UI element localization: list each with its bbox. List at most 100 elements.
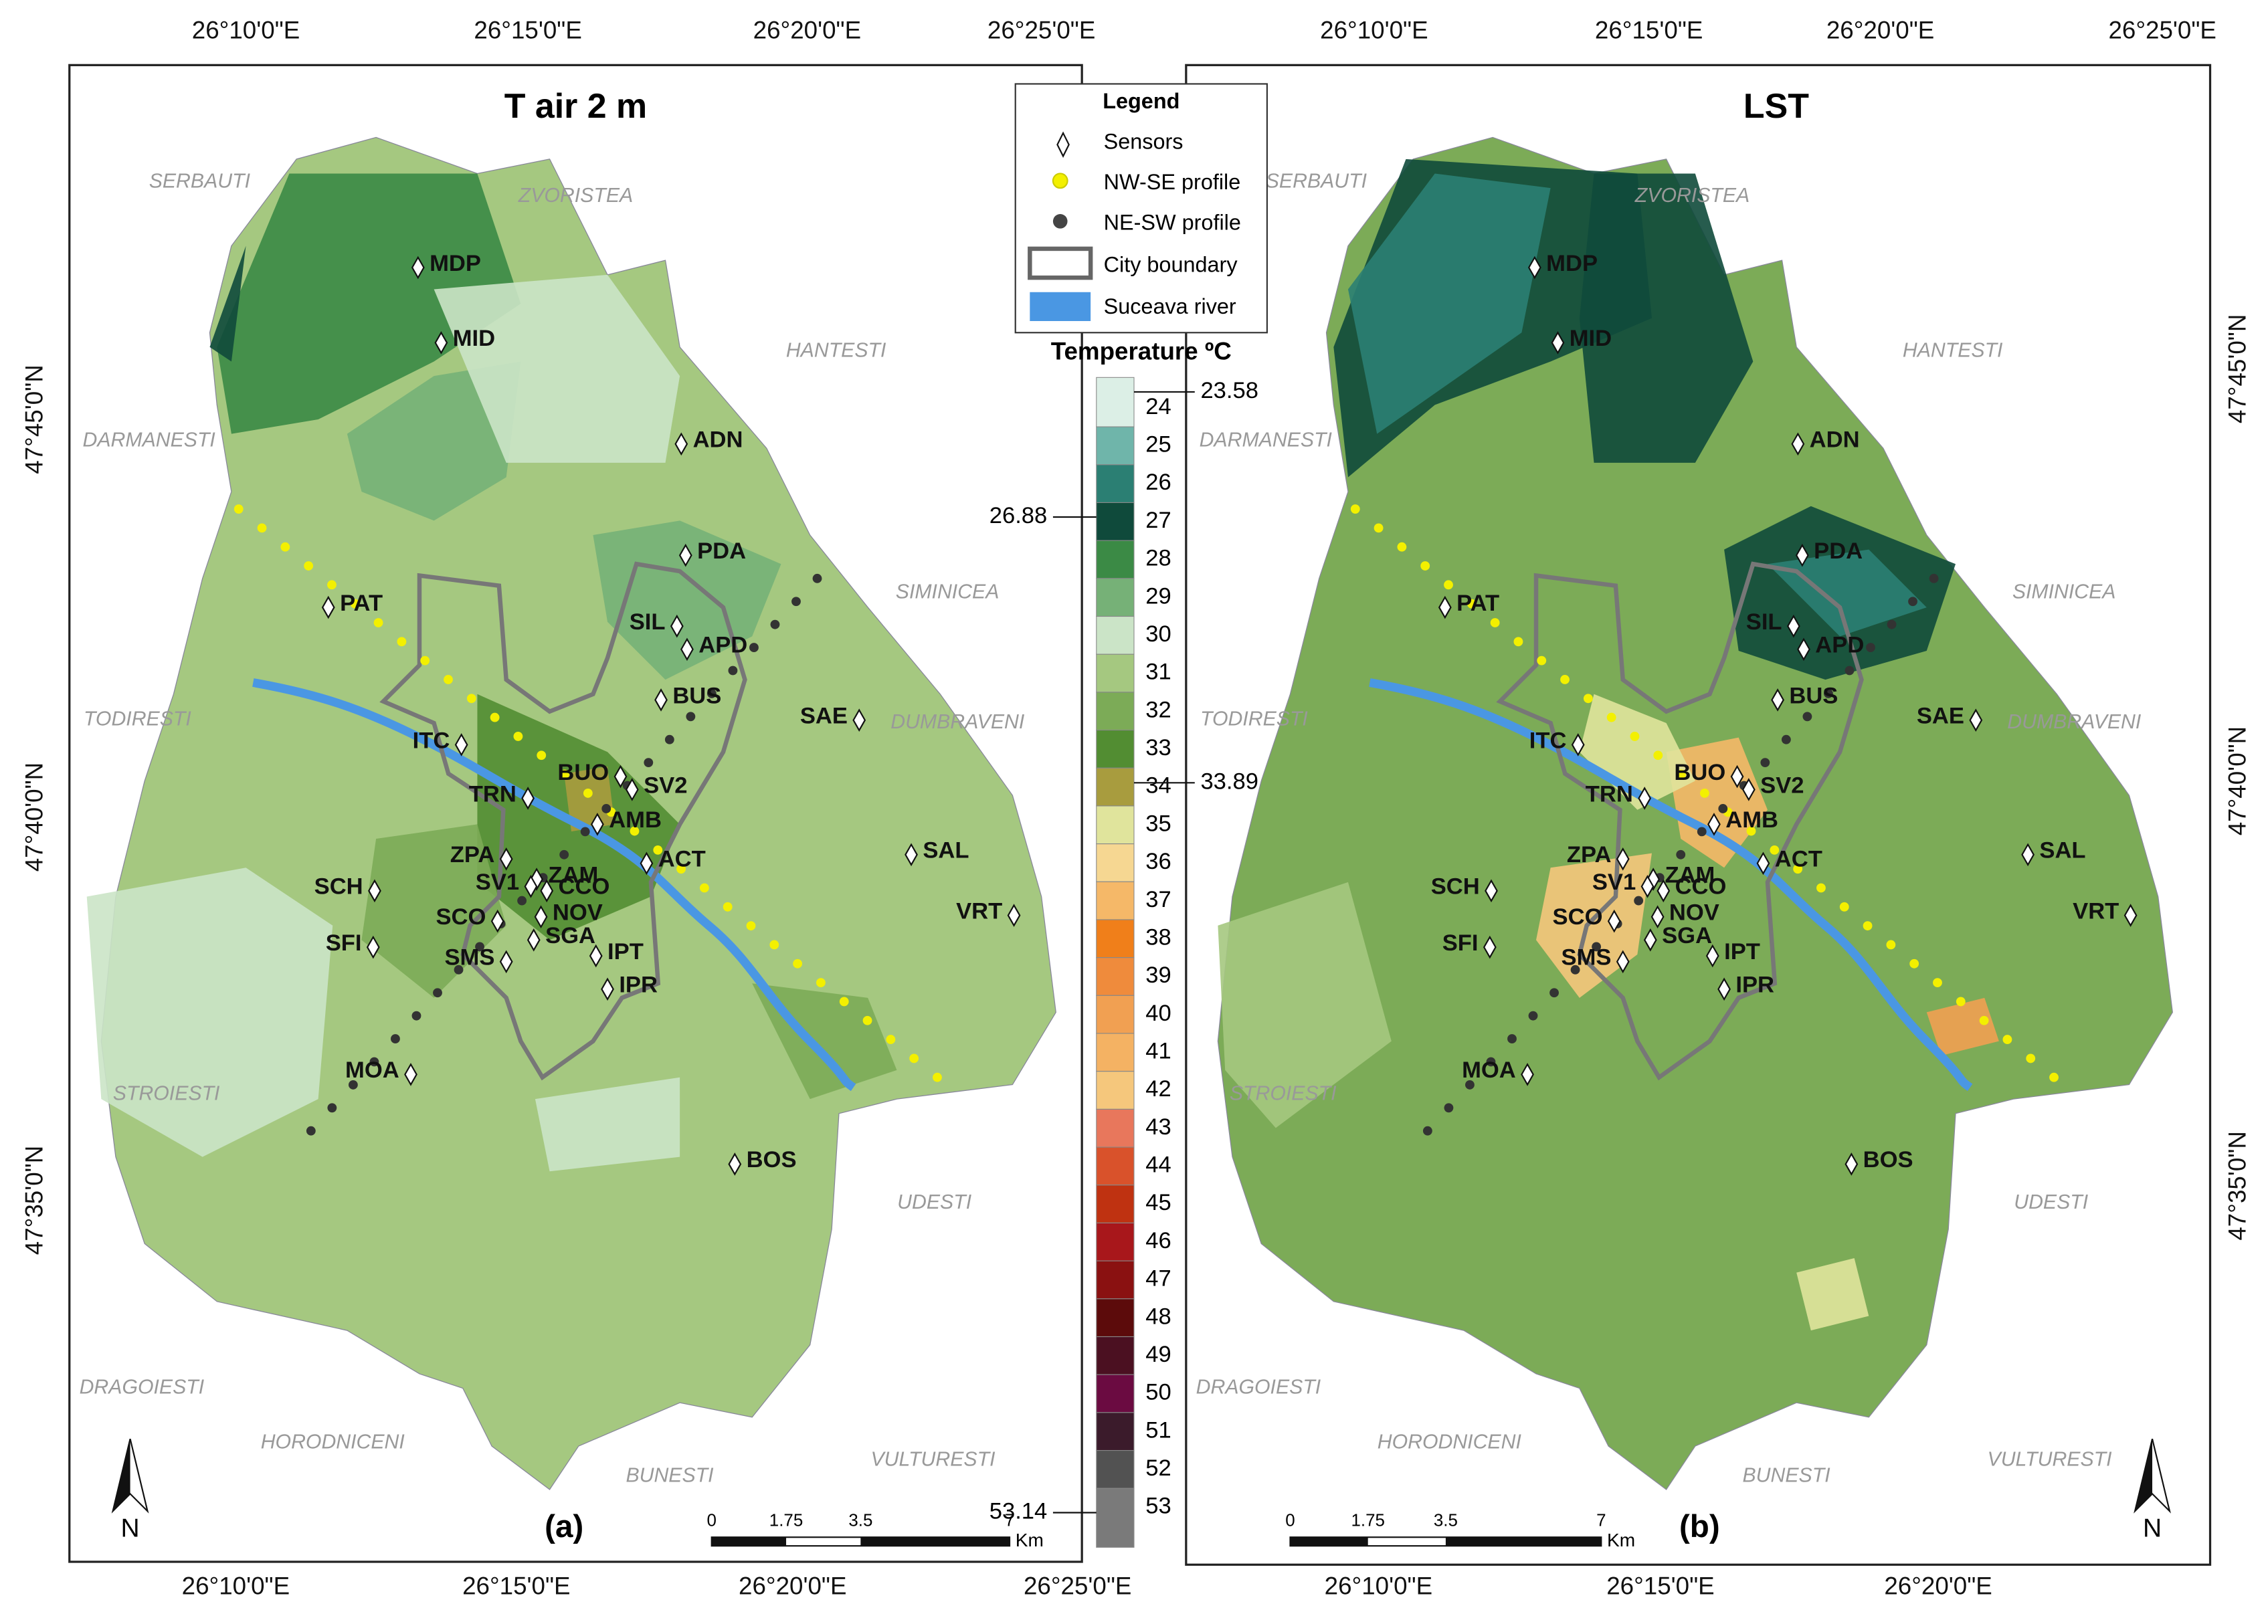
nw-se-profile-point — [1513, 637, 1523, 647]
colorbar-cell — [1096, 767, 1135, 807]
sensor-label: SFI — [326, 930, 362, 956]
temperature-zone — [1767, 549, 1927, 637]
longitude-label: 26°20'0"E — [1826, 16, 1934, 43]
ne-sw-profile-point — [1908, 597, 1917, 607]
colorbar-cell — [1096, 1260, 1135, 1300]
legend-label: City boundary — [1104, 252, 1238, 276]
nw-se-profile-point — [560, 769, 569, 779]
sensor-label: SAE — [800, 704, 848, 729]
temperature-zone — [564, 766, 615, 832]
nw-se-profile-point — [1420, 561, 1430, 571]
colorbar-cell — [1096, 995, 1135, 1034]
colorbar-tick-label: 52 — [1145, 1455, 1171, 1481]
sensor-label: NOV — [553, 900, 603, 926]
sensor-label: SIL — [630, 609, 666, 635]
nw-se-profile-point — [1653, 750, 1663, 760]
nw-se-profile-point — [1350, 504, 1360, 514]
sensor-label: BUO — [557, 760, 609, 785]
sensor-label: ITC — [413, 728, 450, 753]
north-label: N — [121, 1514, 140, 1543]
ne-sw-profile-point — [728, 666, 738, 676]
nw-se-profile-point — [490, 712, 500, 722]
place-name: STROIESTI — [113, 1083, 220, 1105]
sensor-label: SGA — [545, 923, 595, 948]
nw-se-profile-point — [1933, 978, 1942, 988]
scale-bar — [711, 1537, 787, 1546]
place-name: BUNESTI — [1743, 1464, 1831, 1486]
sensor — [640, 851, 654, 876]
temperature-zone — [86, 868, 333, 1157]
colorbar-tick-label: 50 — [1145, 1380, 1171, 1405]
nw-se-profile-point — [862, 1015, 872, 1025]
nw-se-profile-point — [1909, 958, 1919, 969]
city-boundary — [379, 561, 747, 1081]
ne-sw-profile-point — [1422, 1126, 1432, 1136]
nw-se-profile-point — [1886, 940, 1896, 950]
colorbar-cell — [1096, 692, 1135, 731]
ne-sw-profile-point — [1760, 758, 1770, 768]
colorbar-cell — [1096, 1146, 1135, 1186]
ne-sw-profile-point — [391, 1034, 400, 1043]
panel-title: T air 2 m — [504, 86, 647, 125]
place-name: DARMANESTI — [1200, 429, 1333, 451]
ne-sw-profile-point — [1718, 804, 1728, 813]
ne-sw-profile-point — [1845, 666, 1855, 676]
sensor — [1007, 904, 1021, 927]
colorbar-tick-label: 40 — [1145, 1001, 1171, 1026]
nw-se-profile-point — [1490, 618, 1500, 627]
sensor — [1571, 733, 1585, 756]
ne-sw-profile-point — [433, 988, 442, 998]
temperature-zone — [209, 245, 246, 362]
sensor — [589, 944, 603, 968]
sensor-label: SAL — [2039, 838, 2085, 864]
nw-se-profile-point — [1956, 997, 1966, 1007]
longitude-label: 26°20'0"E — [753, 16, 861, 43]
sensor-label: ADN — [693, 427, 743, 453]
nw-se-profile-point — [1979, 1015, 1989, 1025]
place-name: VULTURESTI — [870, 1449, 996, 1471]
ne-sw-profile-point — [306, 1126, 316, 1136]
colorbar-tick-label: 25 — [1145, 432, 1171, 458]
place-name: HANTESTI — [1903, 339, 2003, 361]
sensor — [1438, 595, 1452, 619]
sensor-label: VRT — [956, 898, 1002, 924]
nw-se-profile-point — [1770, 845, 1780, 855]
sensor — [905, 843, 918, 867]
sensor — [1551, 331, 1565, 354]
panel-b: SERBAUTI ZVORISTEA HANTESTI DARMANESTI SIMIN… — [1185, 64, 2212, 1566]
longitude-label: 26°15'0"E — [462, 1572, 570, 1600]
nw-se-profile-point — [1630, 732, 1640, 741]
sensor — [434, 331, 448, 354]
colorbar-tick-label: 42 — [1145, 1076, 1171, 1102]
sensor-label: PAT — [1456, 591, 1499, 616]
temperature-zone — [1218, 882, 1392, 1128]
ne-sw-profile-point — [1592, 942, 1602, 952]
sensor-label: IPR — [619, 973, 658, 998]
sensor — [1969, 708, 1983, 732]
sensor-label: ADN — [1810, 427, 1860, 453]
nw-se-profile-point — [769, 940, 779, 950]
nw-se-profile-point — [1467, 599, 1477, 609]
ne-sw-profile-point — [1781, 734, 1791, 744]
place-name: ZVORISTEA — [1634, 185, 1750, 207]
longitude-label: 26°25'0"E — [987, 16, 1095, 43]
sensor — [1527, 256, 1541, 280]
sensor — [1730, 765, 1744, 789]
ne-sw-profile-point — [517, 896, 527, 906]
colorbar-tick-label: 32 — [1145, 697, 1171, 722]
sensor-label: IPT — [1724, 939, 1760, 965]
scale-label: 0 — [1285, 1511, 1295, 1530]
sensor — [527, 928, 541, 952]
sensor-label: BUS — [672, 683, 721, 708]
sensor-label: SCO — [1553, 904, 1603, 930]
sensor-label: SV1 — [476, 870, 519, 895]
scale-unit: Km — [1016, 1530, 1044, 1550]
ne-sw-profile-point — [686, 712, 696, 722]
colorbar-tick-label: 46 — [1145, 1228, 1171, 1253]
colorbar-tick-label: 29 — [1145, 583, 1171, 609]
nw-se-profile-point — [466, 694, 476, 704]
colorbar-cell — [1096, 1412, 1135, 1451]
sensor-label: APD — [1815, 633, 1864, 658]
sensor-label: TRN — [469, 781, 516, 807]
sensor — [678, 543, 692, 567]
